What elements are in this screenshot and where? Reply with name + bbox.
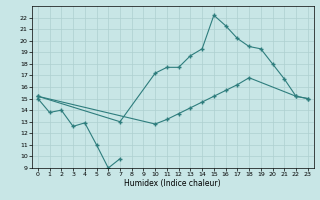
X-axis label: Humidex (Indice chaleur): Humidex (Indice chaleur): [124, 179, 221, 188]
